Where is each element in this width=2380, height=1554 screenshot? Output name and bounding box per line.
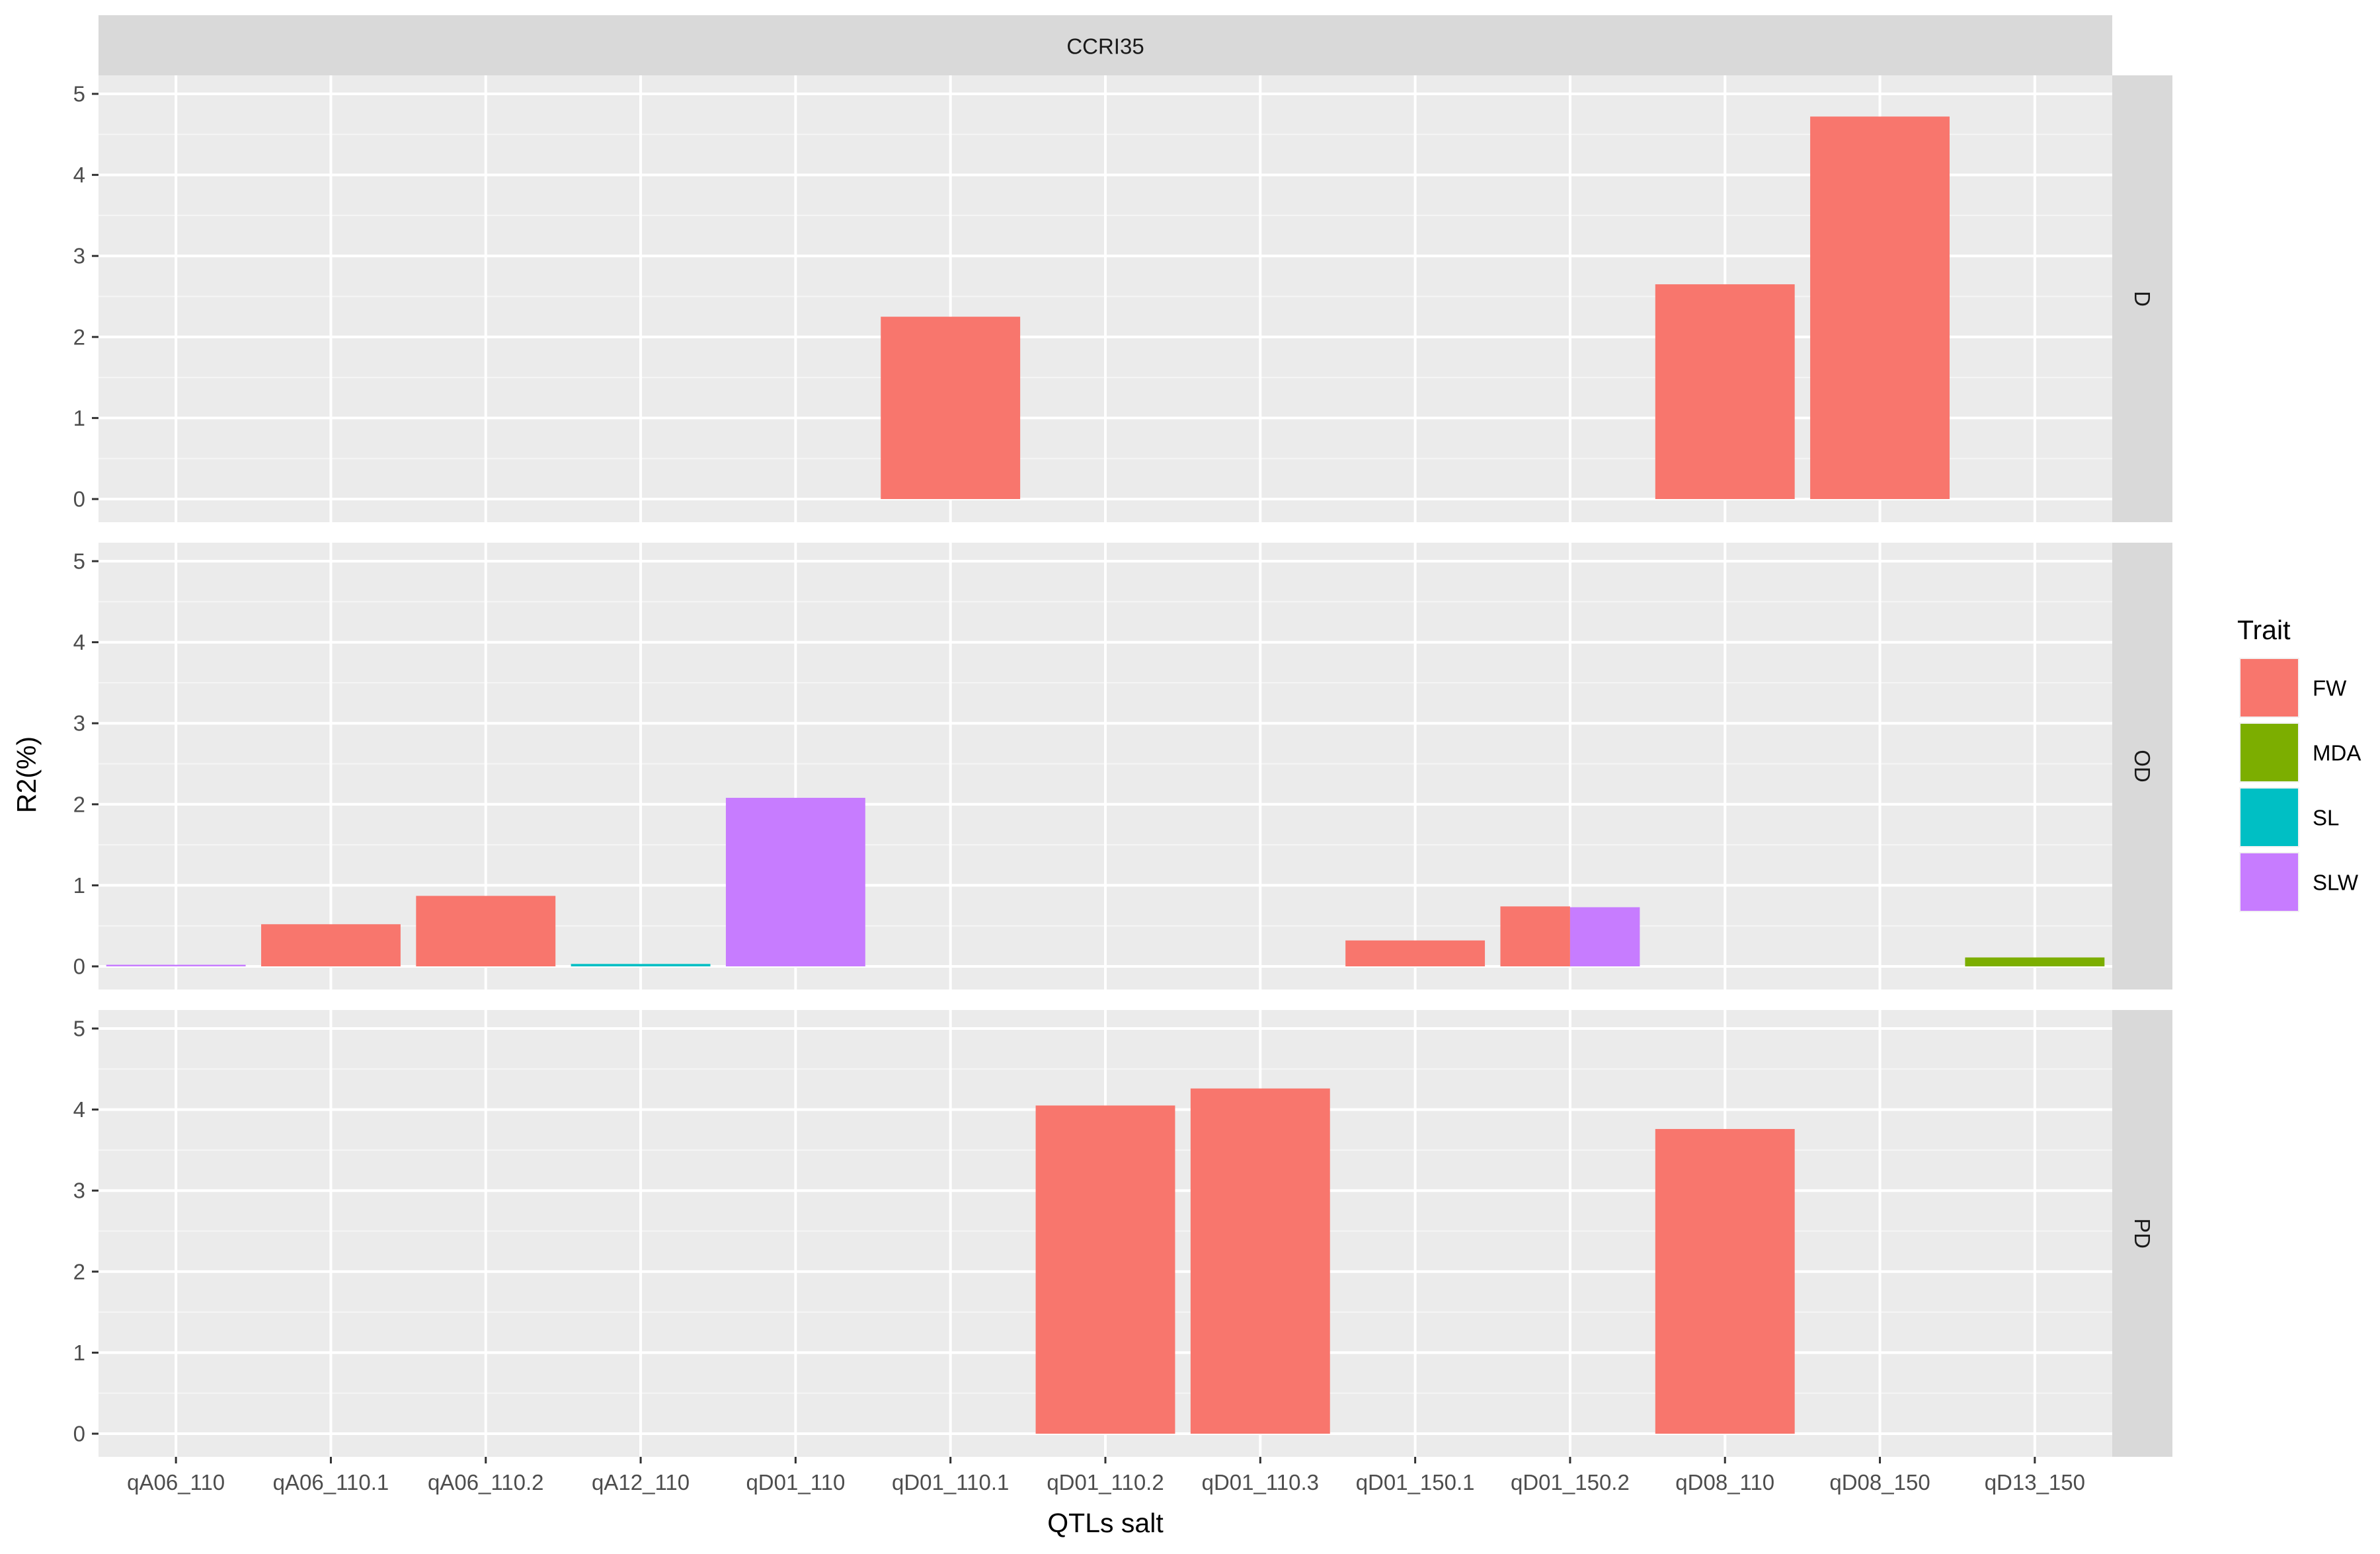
legend: Trait FW MDA SL SLW [2237,615,2361,912]
y-tick-label: 0 [73,1422,85,1446]
panels-layer: 0 1 2 3 4 5 D 0 1 2 3 4 5 OD 0 1 2 3 4 5 PD [73,75,2172,1457]
bar-OD-qD01_150.2-SLW [1569,907,1640,966]
legend-label-SLW: SLW [2313,871,2359,895]
bar-OD-qA12_110-SL [571,964,711,966]
y-tick-label: 1 [73,1340,85,1365]
legend-items: FW MDA SL SLW [2239,658,2361,912]
panel-OD: 0 1 2 3 4 5 OD [73,543,2172,990]
y-tick-label: 3 [73,711,85,736]
y-tick-label: 3 [73,1179,85,1203]
x-tick-label: qA06_110.2 [428,1470,544,1495]
panel-D: 0 1 2 3 4 5 D [73,75,2172,522]
x-axis-title: QTLs salt [1047,1508,1164,1538]
bar-PD-qD08_110-FW [1655,1129,1795,1434]
x-tick-label: qD01_110.2 [1047,1470,1164,1495]
facet-strip-right [2112,543,2172,990]
x-tick-label: qD13_150 [1985,1470,2085,1495]
y-tick-label: 1 [73,873,85,898]
facet-title: CCRI35 [1066,34,1144,59]
panel-PD: 0 1 2 3 4 5 PD [73,1010,2172,1457]
y-tick-label: 4 [73,1097,85,1122]
facet-strip-right [2112,75,2172,522]
facet-strip-right [2112,1010,2172,1457]
facet-label: PD [2130,1218,2155,1249]
y-tick-label: 5 [73,1017,85,1041]
y-axis-title: R2(%) [11,736,42,813]
legend-swatch-FW [2241,659,2298,717]
facet-strip-top [99,15,2112,75]
bar-OD-qD01_150.2-FW [1500,906,1570,966]
legend-label-FW: FW [2313,676,2347,701]
x-tick-label: qD08_110 [1675,1470,1774,1495]
legend-swatch-SLW [2241,853,2298,911]
x-tick-label: qD08_150 [1829,1470,1930,1495]
facet-label: D [2130,291,2155,307]
y-tick-label: 0 [73,487,85,512]
legend-swatch-SL [2241,789,2298,846]
y-tick-label: 1 [73,406,85,430]
x-axis: qA06_110 qA06_110.1 qA06_110.2 qA12_110 qD01… [127,1457,2085,1495]
bar-D-qD08_150-FW [1810,116,1950,499]
y-tick-label: 0 [73,954,85,979]
legend-title: Trait [2237,615,2291,645]
legend-swatch-MDA [2241,724,2298,781]
bar-OD-qA06_110.2-FW [416,896,556,966]
y-tick-label: 4 [73,630,85,654]
y-tick-label: 5 [73,82,85,106]
x-tick-label: qA06_110 [127,1470,225,1495]
x-tick-label: qA12_110 [592,1470,690,1495]
x-tick-label: qD01_150.1 [1356,1470,1475,1495]
y-tick-label: 3 [73,244,85,268]
x-tick-label: qD01_110.1 [892,1470,1009,1495]
x-tick-label: qD01_110 [746,1470,845,1495]
facet-label: OD [2130,750,2155,783]
bar-D-qD01_110.1-FW [881,317,1021,499]
legend-label-SL: SL [2313,806,2339,830]
legend-label-MDA: MDA [2313,741,2361,765]
x-tick-label: qA06_110.1 [273,1470,389,1495]
y-tick-label: 4 [73,163,85,187]
x-tick-label: qD01_150.2 [1511,1470,1630,1495]
bar-D-qD08_110-FW [1655,284,1795,499]
y-tick-label: 5 [73,549,85,574]
bar-PD-qD01_110.2-FW [1035,1105,1175,1434]
bar-OD-qD01_150.1-FW [1345,940,1486,966]
x-tick-label: qD01_110.3 [1202,1470,1319,1495]
bar-PD-qD01_110.3-FW [1190,1088,1330,1434]
bar-OD-qA06_110.1-FW [261,924,401,966]
y-tick-label: 2 [73,792,85,816]
bar-OD-qD01_110-SLW [725,797,865,966]
bar-OD-qD13_150-MDA [1965,957,2105,966]
y-tick-label: 2 [73,325,85,349]
y-tick-label: 2 [73,1259,85,1284]
bar-OD-qA06_110-SLW [106,964,246,966]
